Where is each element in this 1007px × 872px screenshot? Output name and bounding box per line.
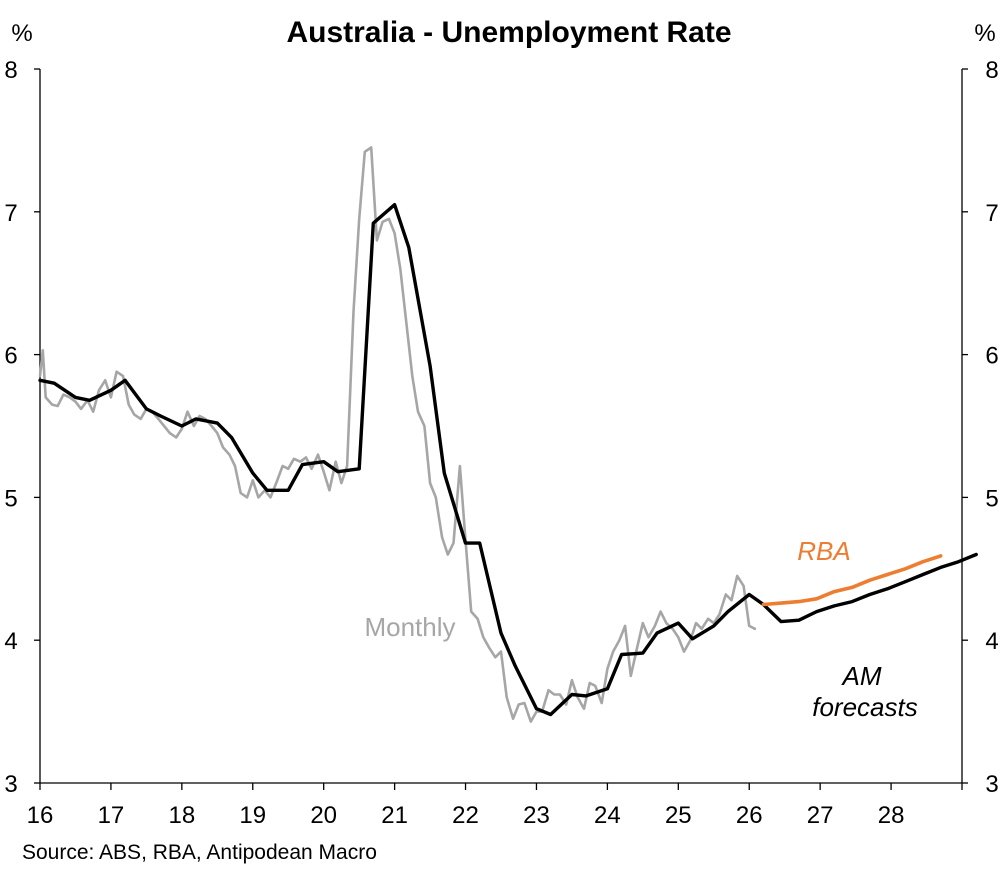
series-lines — [38, 146, 978, 723]
y-tick-label-left: 4 — [4, 628, 17, 655]
x-tick-label: 16 — [27, 802, 54, 829]
x-tick-label: 28 — [878, 802, 905, 829]
x-tick-label: 23 — [523, 802, 550, 829]
x-tick-label: 19 — [239, 802, 266, 829]
y-tick-label-right: 3 — [985, 771, 998, 798]
y-tick-label-left: 7 — [4, 200, 17, 227]
y-tick-label-left: 6 — [4, 343, 17, 370]
y-tick-label-right: 4 — [985, 628, 998, 655]
right-axis-unit: % — [974, 20, 995, 47]
y-tick-label-left: 3 — [4, 771, 17, 798]
x-tick-label: 17 — [98, 802, 125, 829]
x-tick-label: 22 — [452, 802, 479, 829]
x-tick-label: 26 — [736, 802, 763, 829]
am-forecasts-annotation-line2: forecasts — [812, 692, 918, 722]
left-axis-unit: % — [11, 20, 32, 47]
axes — [34, 68, 968, 790]
y-tick-label-right: 5 — [985, 485, 998, 512]
series-line-am_forecasts — [761, 552, 978, 624]
tick-labels: 3 3 4 4 5 5 6 6 7 7 8 8 16 17 18 19 20 21 22 23 24 25 26 27 28 — [4, 57, 998, 829]
x-tick-label: 18 — [168, 802, 195, 829]
y-tick-label-left: 5 — [4, 485, 17, 512]
source-note: Source: ABS, RBA, Antipodean Macro — [22, 841, 377, 864]
x-tick-label: 24 — [594, 802, 621, 829]
series-line-rba — [761, 554, 943, 607]
x-tick-label: 20 — [310, 802, 337, 829]
chart-title: Australia - Unemployment Rate — [286, 16, 731, 49]
y-tick-label-right: 6 — [985, 343, 998, 370]
x-tick-label: 21 — [381, 802, 408, 829]
rba-annotation: RBA — [797, 536, 850, 566]
am-forecasts-annotation-line1: AM — [841, 661, 882, 691]
x-tick-label: 25 — [665, 802, 692, 829]
series-line-quarterly — [38, 203, 766, 717]
monthly-annotation: Monthly — [364, 612, 455, 642]
y-tick-label-right: 8 — [985, 57, 998, 84]
y-tick-label-left: 8 — [4, 57, 17, 84]
y-tick-label-right: 7 — [985, 200, 998, 227]
x-tick-label: 27 — [807, 802, 834, 829]
